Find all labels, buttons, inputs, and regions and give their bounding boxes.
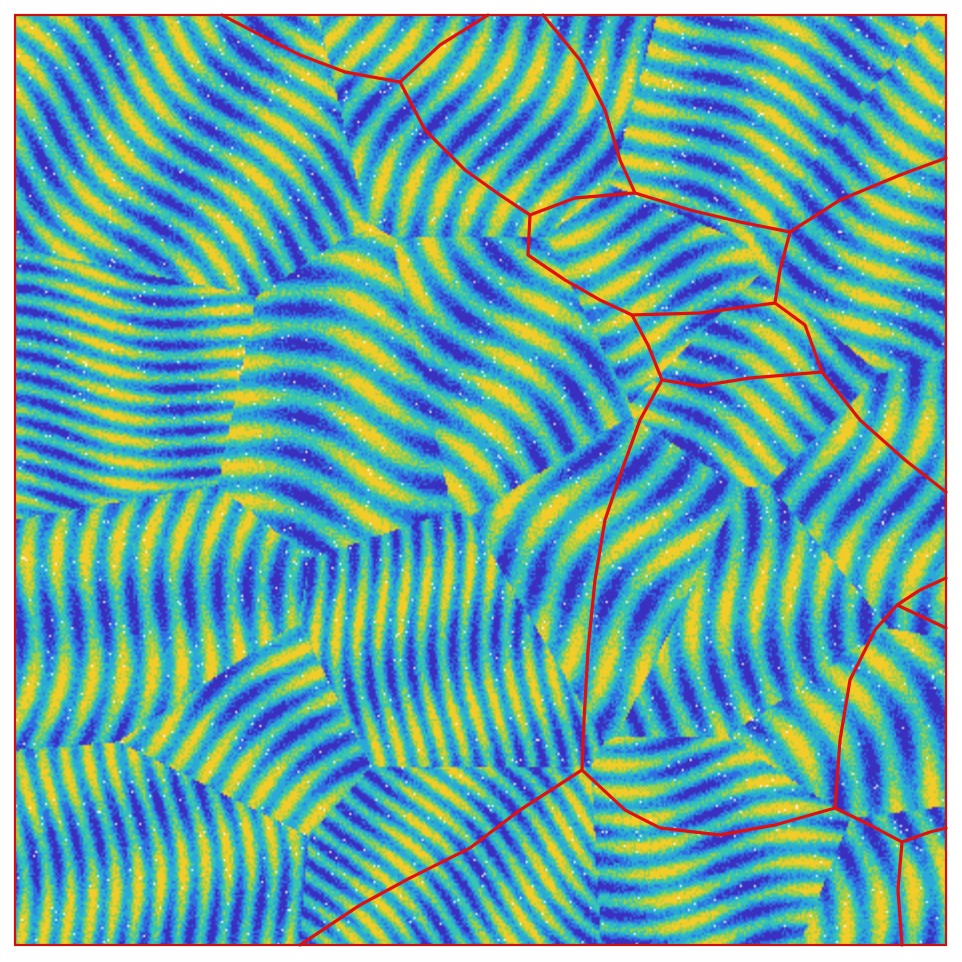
- grain-boundary: [833, 806, 904, 844]
- grain-boundary: [220, 13, 402, 84]
- grain-boundary: [398, 13, 490, 84]
- map-frame: [13, 13, 948, 947]
- grain-boundary: [773, 230, 792, 305]
- grain-boundary: [895, 576, 948, 607]
- grain-boundary: [541, 13, 637, 195]
- grain-boundary: [398, 80, 532, 217]
- grain-boundary: [788, 156, 948, 234]
- grain-boundary: [298, 768, 584, 947]
- grain-boundary: [528, 191, 637, 217]
- grain-boundary: [660, 370, 824, 388]
- grain-boundary: [895, 603, 948, 630]
- grain-boundary: [630, 313, 664, 382]
- grain-boundaries: [220, 13, 948, 947]
- grain-boundary: [580, 768, 837, 837]
- grain-boundary: [633, 191, 792, 234]
- grain-boundary: [896, 840, 904, 947]
- grain-boundary: [820, 370, 948, 494]
- grain-boundary: [900, 826, 948, 844]
- grain-boundary: [833, 603, 899, 810]
- grain-boundary: [580, 378, 664, 772]
- grain-boundary: [773, 301, 824, 374]
- grain-boundary: [526, 213, 634, 317]
- grain-boundary: [630, 301, 777, 317]
- orientation-map: [15, 15, 946, 945]
